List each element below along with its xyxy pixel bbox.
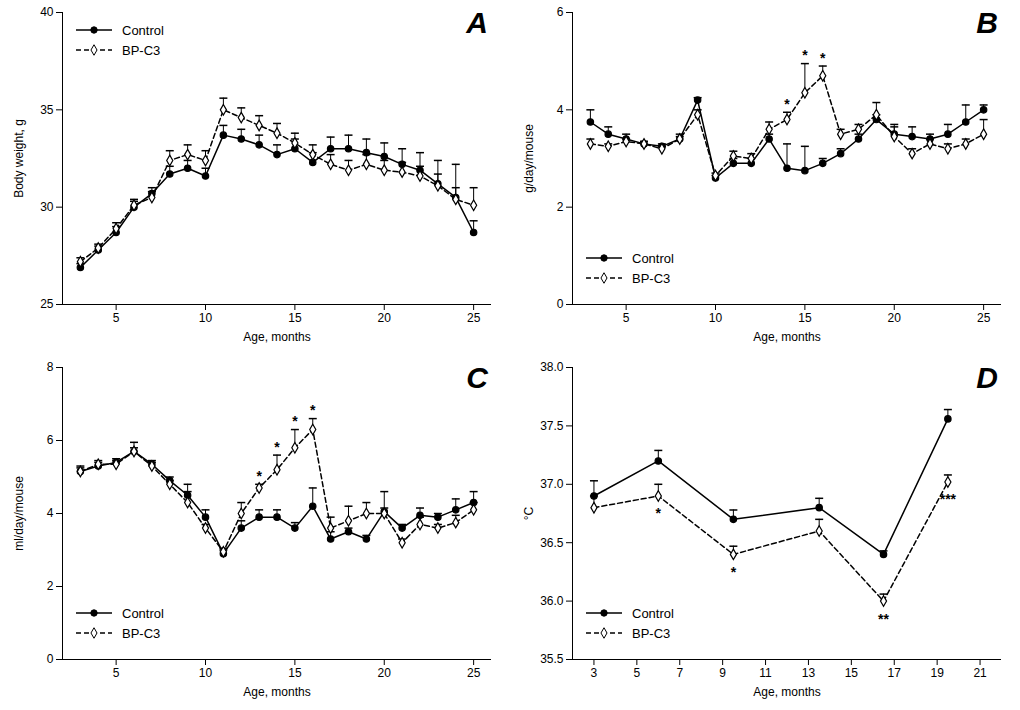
svg-text:20: 20	[378, 311, 392, 325]
html-text:C: C	[466, 361, 488, 394]
svg-text:5: 5	[634, 666, 641, 680]
html-text:Control: Control	[632, 605, 674, 621]
svg-text:5: 5	[623, 311, 630, 325]
svg-text:Age, months: Age, months	[243, 330, 310, 344]
svg-text:*: *	[784, 96, 790, 112]
svg-text:35.5: 35.5	[540, 652, 564, 666]
svg-text:25: 25	[40, 297, 54, 311]
svg-text:Age, months: Age, months	[243, 685, 310, 699]
svg-text:*: *	[310, 402, 316, 418]
svg-text:15: 15	[288, 311, 302, 325]
svg-text:3: 3	[591, 666, 598, 680]
svg-text:*: *	[292, 413, 298, 429]
svg-text:**: **	[878, 611, 889, 627]
svg-text:15: 15	[288, 666, 302, 680]
svg-text:30: 30	[40, 200, 54, 214]
svg-text:Age, months: Age, months	[753, 330, 820, 344]
svg-text:8: 8	[47, 360, 54, 374]
svg-text:*: *	[274, 439, 280, 455]
html-text:BP-C3: BP-C3	[122, 42, 161, 58]
html-text:Control: Control	[122, 605, 164, 621]
svg-text:36.0: 36.0	[540, 594, 564, 608]
html-text:A: A	[466, 6, 488, 39]
svg-text:10: 10	[199, 666, 213, 680]
svg-text:11: 11	[759, 666, 772, 680]
svg-text:21: 21	[973, 666, 987, 680]
svg-text:19: 19	[930, 666, 944, 680]
svg-text:35: 35	[40, 103, 54, 117]
svg-text:36.5: 36.5	[540, 536, 564, 550]
svg-text:ml/day/mouse: ml/day/mouse	[12, 476, 26, 551]
svg-text:20: 20	[378, 666, 392, 680]
html-text:BP-C3: BP-C3	[632, 625, 671, 641]
svg-text:Body weight, g: Body weight, g	[12, 119, 26, 198]
svg-text:10: 10	[709, 311, 723, 325]
svg-text:10: 10	[199, 311, 213, 325]
svg-text:Age, months: Age, months	[753, 685, 820, 699]
svg-text:38.0: 38.0	[540, 360, 564, 374]
svg-text:***: ***	[940, 491, 957, 507]
svg-text:0: 0	[557, 297, 564, 311]
svg-text:5: 5	[113, 666, 120, 680]
svg-text:15: 15	[798, 311, 812, 325]
html-text:BP-C3: BP-C3	[122, 625, 161, 641]
svg-text:2: 2	[47, 579, 54, 593]
html-text:B: B	[976, 6, 998, 39]
svg-text:*: *	[256, 468, 262, 484]
html-text:BP-C3: BP-C3	[632, 270, 671, 286]
svg-text:37.5: 37.5	[540, 419, 564, 433]
svg-text:6: 6	[557, 5, 564, 19]
svg-text:9: 9	[719, 666, 726, 680]
html-text:Control: Control	[122, 22, 164, 38]
svg-text:g/day/mouse: g/day/mouse	[522, 124, 536, 193]
svg-text:6: 6	[47, 433, 54, 447]
svg-text:*: *	[656, 505, 662, 521]
svg-text:°C: °C	[522, 506, 536, 520]
html-text:Control: Control	[632, 250, 674, 266]
svg-text:15: 15	[845, 666, 859, 680]
svg-text:4: 4	[47, 506, 54, 520]
svg-text:2: 2	[557, 200, 564, 214]
svg-text:37.0: 37.0	[540, 477, 564, 491]
svg-text:20: 20	[888, 311, 902, 325]
svg-text:0: 0	[47, 652, 54, 666]
svg-text:40: 40	[40, 5, 54, 19]
svg-text:*: *	[802, 47, 808, 63]
svg-text:25: 25	[467, 311, 481, 325]
svg-text:25: 25	[467, 666, 481, 680]
html-text:D: D	[976, 361, 998, 394]
svg-text:13: 13	[802, 666, 816, 680]
svg-text:17: 17	[888, 666, 902, 680]
svg-text:25: 25	[977, 311, 991, 325]
svg-text:7: 7	[676, 666, 683, 680]
svg-text:*: *	[731, 564, 737, 580]
svg-text:4: 4	[557, 103, 564, 117]
svg-text:5: 5	[113, 311, 120, 325]
svg-text:*: *	[820, 50, 826, 66]
